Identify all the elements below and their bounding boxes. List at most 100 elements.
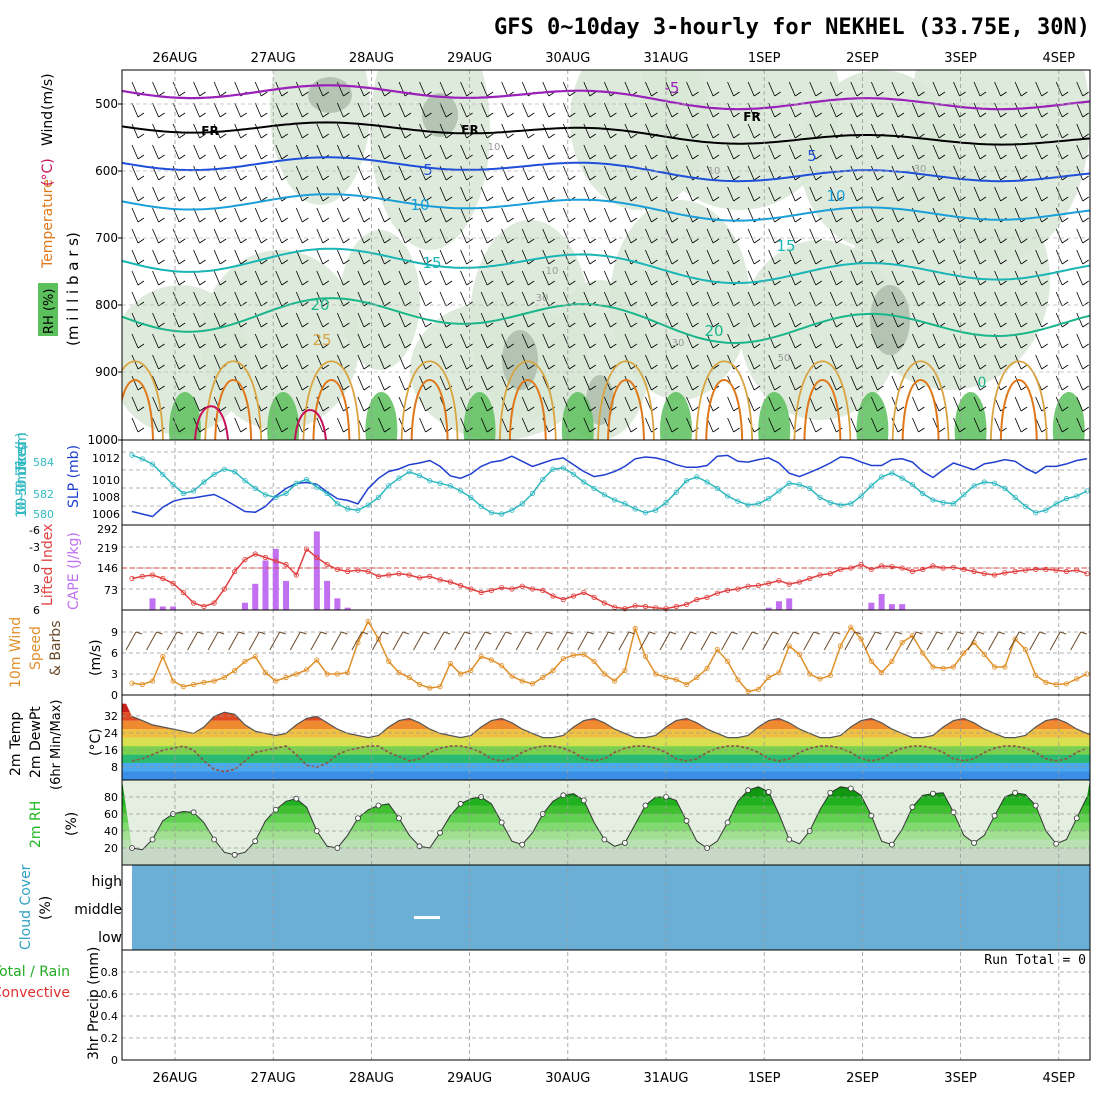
wind-barb: [316, 249, 324, 265]
wind-barb-flag: [445, 133, 453, 139]
rh2m-point: [252, 838, 259, 845]
wind-barb-flag: [836, 175, 843, 181]
wind-barb-flag: [897, 91, 905, 97]
wind-barb: [234, 165, 242, 181]
cape-label: CAPE (J/kg): [66, 532, 82, 610]
wind-barb: [152, 207, 159, 223]
lifted-index-point: [273, 558, 279, 564]
wind-barb-flag: [199, 112, 206, 118]
wind-barb: [316, 165, 324, 181]
wind-barb-flag: [363, 112, 371, 118]
wind-barb: [316, 270, 324, 286]
wind-barb-flag: [240, 322, 247, 328]
date-label-top: 31AUG: [643, 51, 688, 66]
wind-barb-flag: [897, 154, 905, 160]
wind-barb: [706, 144, 714, 160]
precip-panel-labels: Total / Rain Convective 3hr Precip (mm) …: [0, 947, 1086, 1060]
wind-barb: [398, 249, 406, 265]
wind-barb-flag: [671, 91, 679, 97]
wind-barb: [1076, 123, 1084, 139]
wind-barb-flag: [610, 112, 617, 118]
wind-barb-flag: [671, 175, 679, 181]
wind-barb-flag: [774, 406, 781, 412]
wind-barb-flag: [527, 217, 535, 223]
wind-barb-flag: [753, 112, 761, 118]
wind-barb-flag: [404, 133, 412, 139]
wind-barb-flag: [158, 133, 165, 139]
wind-barb-flag: [363, 238, 371, 244]
wind-barb: [624, 270, 632, 286]
wind-barb: [295, 291, 303, 307]
wind-barb-flag: [794, 427, 802, 433]
wind-barb-flag: [199, 280, 206, 286]
wind-barb: [213, 417, 221, 433]
wind-barb-flag: [343, 91, 350, 97]
wind-barb-flag: [507, 385, 514, 391]
wind-barb-flag: [158, 259, 165, 265]
wind-barb: [603, 270, 611, 286]
wind-barb: [973, 186, 981, 202]
lifted-index-point: [375, 573, 382, 580]
wind-barb-flag: [425, 259, 432, 265]
wind10m-point: [796, 651, 803, 658]
wind-barb-flag: [404, 322, 412, 328]
wind-barb-flag: [240, 217, 247, 223]
lifted-index-point: [1063, 568, 1070, 575]
wind10m-barb-flag: [649, 631, 656, 635]
wind-barb-flag: [794, 322, 802, 328]
rh-band: [122, 848, 1090, 865]
wind-barb: [912, 81, 919, 97]
wind-barb-flag: [1000, 112, 1007, 118]
wind-barb-flag: [1041, 238, 1048, 244]
wind-barb: [727, 249, 734, 265]
wind-barb-flag: [836, 343, 843, 349]
wind-barb: [1014, 291, 1022, 307]
wind10m-point: [1002, 664, 1008, 670]
wind-barb: [1035, 81, 1043, 97]
wind-barb-flag: [815, 196, 822, 202]
thickness-point: [345, 506, 351, 512]
wind-barb-flag: [836, 154, 843, 160]
wind-barb: [870, 249, 878, 265]
wind-barb: [850, 207, 858, 223]
wind-barb-flag: [240, 343, 247, 349]
wind-barb: [460, 207, 467, 223]
wind-barb-flag: [199, 406, 206, 412]
thickness-point: [642, 510, 649, 516]
wind-barb-flag: [199, 238, 206, 244]
wind-barb: [501, 333, 509, 349]
wind10m-barb: [680, 631, 691, 651]
dewpt2m-label: 2m DewPt: [28, 706, 44, 778]
lifted-index-point: [540, 587, 546, 594]
wind-barb: [275, 270, 283, 286]
wind-barb-flag: [1082, 259, 1089, 265]
wind-barb: [850, 102, 858, 118]
lifted-index-point: [827, 570, 833, 577]
lifted-index-point: [488, 587, 495, 594]
wind-barb: [213, 396, 221, 412]
wind-barb: [254, 228, 262, 244]
wind-barb: [131, 333, 139, 349]
wind-barb: [316, 102, 324, 118]
wind10m-point: [930, 664, 936, 670]
wind-barb: [152, 291, 159, 307]
wind-barb-flag: [671, 217, 679, 223]
date-label-bottom: 29AUG: [447, 1071, 492, 1086]
thickness-point: [211, 471, 217, 477]
wind-barb: [172, 228, 180, 244]
wind-barb: [973, 228, 981, 244]
wind10m-barb: [967, 631, 979, 651]
wind-barb-flag: [1041, 91, 1048, 97]
pressure-tick: 700: [95, 231, 118, 245]
wind-barb-flag: [302, 301, 309, 307]
wind-barb-flag: [712, 301, 720, 307]
wind-barb: [583, 123, 591, 139]
wind-barb: [295, 186, 303, 202]
wind-barb: [337, 270, 344, 286]
wind-barb: [480, 102, 488, 118]
wind-barb: [152, 144, 159, 160]
wind-barb: [542, 270, 550, 286]
wind10m-point: [683, 681, 690, 688]
lifted-index-point: [1022, 567, 1028, 573]
wind-barb: [419, 186, 426, 202]
